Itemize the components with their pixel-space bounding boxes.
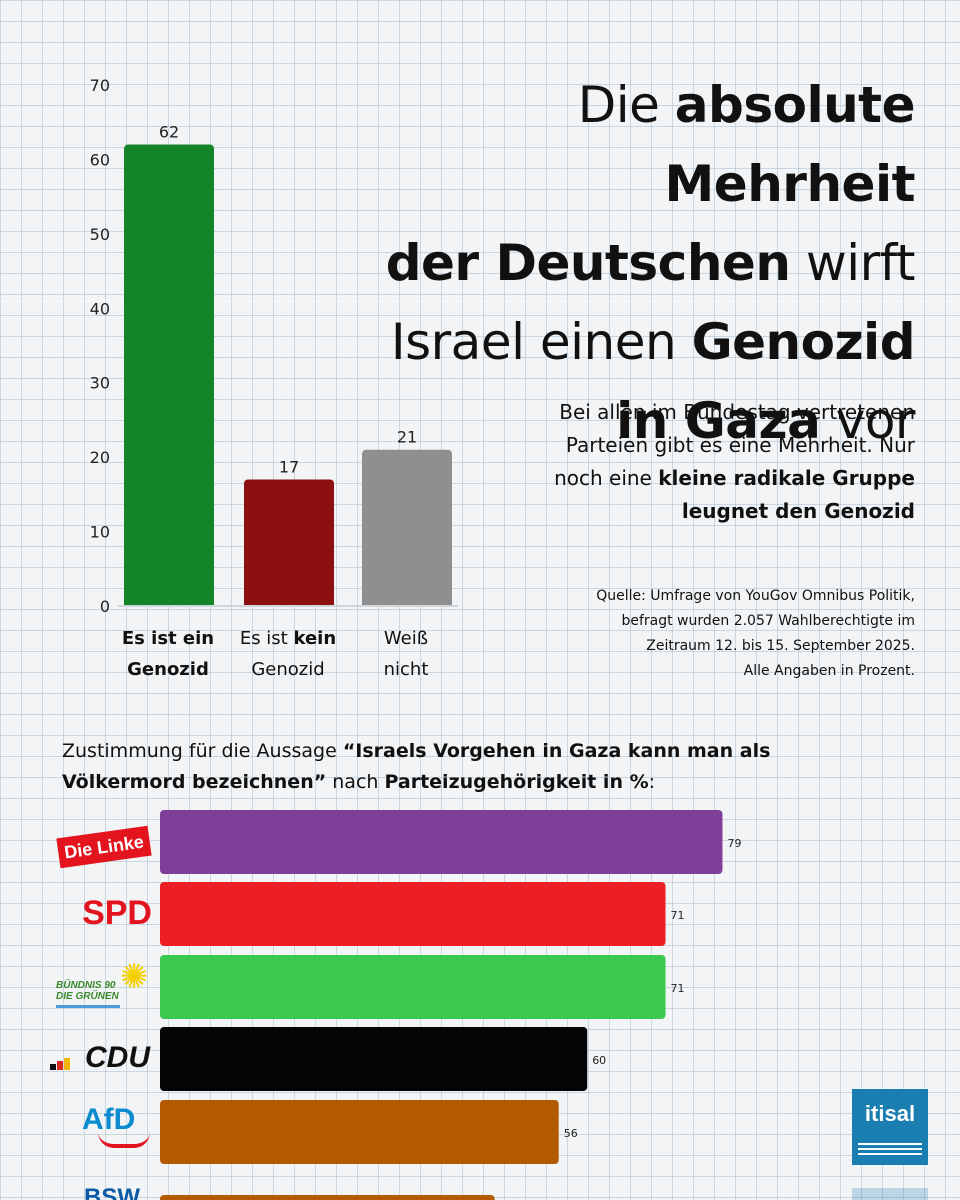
- category-label-kein-genozid: Es ist kein Genozid: [239, 628, 337, 680]
- category-label-genozid: Es ist ein Genozid: [121, 628, 215, 680]
- party-bar-chart: 79 71 71 60 56: [160, 810, 741, 1200]
- bar-value-label: 17: [279, 457, 299, 476]
- paper-fold: [480, 0, 482, 1200]
- paper-fold: [0, 300, 960, 302]
- y-tick-label: 70: [90, 76, 110, 95]
- itisal-logo: itisal: [852, 1089, 928, 1165]
- bar: [160, 1027, 588, 1091]
- bar: [160, 1100, 559, 1164]
- bar: [244, 479, 334, 606]
- y-tick-label: 30: [90, 374, 110, 393]
- bar: [160, 1195, 495, 1200]
- party-chart-heading: Zustimmung für die Aussage “Israels Vorg…: [62, 740, 771, 793]
- y-tick-label: 50: [90, 225, 110, 244]
- bar-value-label: 56: [564, 1127, 578, 1140]
- category-label-weiss-nicht: Weiß nicht: [383, 628, 429, 680]
- bar-value-label: 60: [592, 1054, 606, 1067]
- y-tick-label: 0: [100, 597, 110, 616]
- bar: [362, 449, 452, 606]
- sunflower-icon: ✺: [120, 957, 149, 997]
- source-note: Quelle: Umfrage von YouGov Omnibus Polit…: [596, 588, 915, 679]
- bar: [160, 882, 666, 946]
- main-bar-chart: 0 10 20 30 40 50 60 70 62 17 21: [90, 76, 458, 616]
- subtitle-text: Bei allen im Bundestag vertretenen Parte…: [554, 400, 915, 523]
- bar-value-label: 71: [671, 982, 685, 995]
- bar-base: [362, 600, 452, 606]
- bar-value-label: 79: [727, 837, 741, 850]
- bar-value-label: 21: [397, 428, 417, 447]
- y-tick-label: 10: [90, 523, 110, 542]
- bar-base: [124, 600, 214, 606]
- bar-value-label: 62: [159, 123, 179, 142]
- itisal-logo-partial: [852, 1188, 928, 1200]
- headline: Die absolute Mehrheit der Deutschen wirf…: [385, 76, 916, 450]
- gruene-logo: ✺ BÜNDNIS 90 DIE GRÜNEN: [56, 958, 156, 1014]
- y-tick-label: 60: [90, 150, 110, 169]
- arrow-icon: [98, 1132, 150, 1148]
- spd-logo: SPD: [82, 894, 152, 932]
- bar: [160, 810, 723, 874]
- bar-value-label: 71: [671, 909, 685, 922]
- afd-logo: AfD: [82, 1102, 154, 1148]
- y-tick-label: 20: [90, 448, 110, 467]
- cdu-logo: CDU: [50, 1040, 150, 1080]
- bsw-logo: BSW: [84, 1186, 140, 1200]
- bar-base: [244, 600, 334, 606]
- bar: [124, 144, 214, 607]
- bar: [160, 955, 666, 1019]
- y-tick-label: 40: [90, 299, 110, 318]
